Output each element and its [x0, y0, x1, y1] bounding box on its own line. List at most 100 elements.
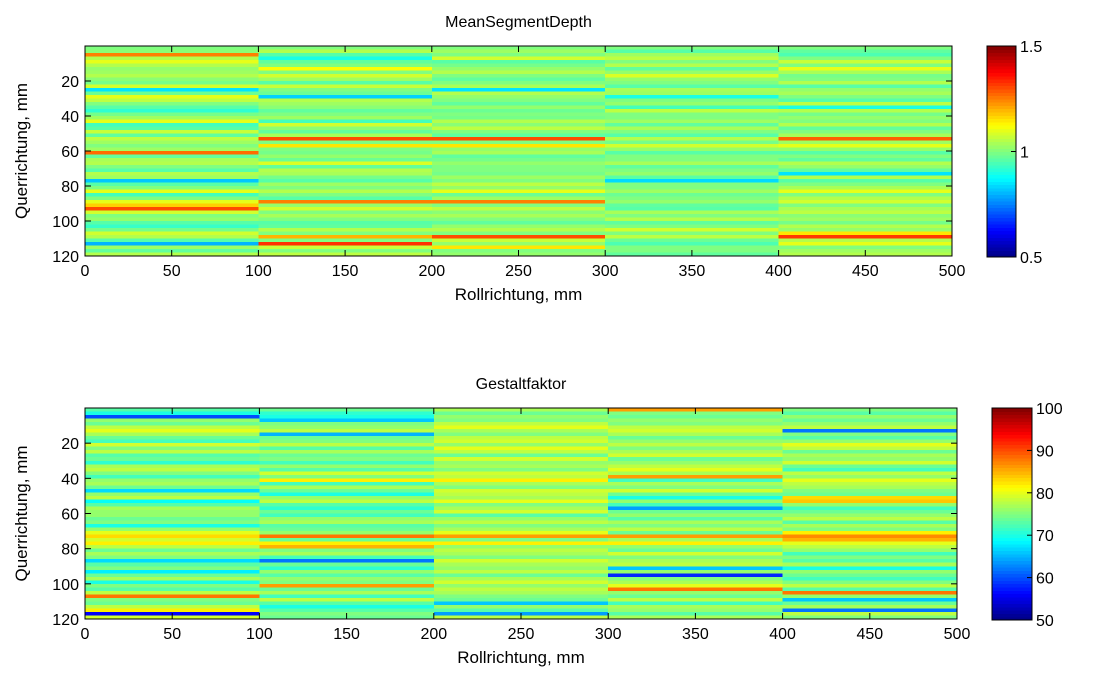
heatmap-cell	[259, 481, 435, 486]
x-tick-label: 500	[944, 626, 971, 643]
heatmap-cell	[605, 102, 780, 106]
colorbar-step	[992, 500, 1032, 505]
heatmap-cell	[258, 137, 433, 141]
heatmap-cell	[433, 604, 609, 609]
heatmap-cell	[85, 432, 260, 437]
heatmap-cell	[258, 133, 433, 138]
y-tick-label: 40	[61, 109, 79, 126]
heatmap-cell	[431, 238, 606, 243]
colorbar-step	[992, 593, 1032, 598]
heatmap-cell	[85, 165, 259, 169]
heatmap-cell	[778, 161, 953, 166]
heatmap-cell	[433, 418, 609, 423]
heatmap-cell	[433, 545, 609, 550]
colorbar-step	[992, 550, 1032, 555]
heatmap-cell	[605, 161, 780, 166]
colorbar-step	[987, 154, 1016, 159]
heatmap-cell	[85, 144, 259, 148]
heatmap-cell	[85, 238, 259, 243]
colorbar-step	[992, 610, 1032, 614]
heatmap-cell	[258, 231, 433, 236]
heatmap-cell	[433, 467, 609, 472]
heatmap-cell	[608, 439, 784, 444]
heatmap-cell	[85, 235, 259, 239]
heatmap-cell	[608, 555, 784, 560]
heatmap-cell	[782, 471, 958, 476]
colorbar-step	[992, 517, 1032, 522]
heatmap-cell	[782, 545, 958, 550]
heatmap-cell	[782, 566, 958, 571]
heatmap-cell	[259, 502, 435, 507]
heatmap-cell	[259, 566, 435, 571]
heatmap-cell	[258, 60, 433, 64]
colorbar-tick-label: 1	[1020, 145, 1029, 162]
heatmap-cell	[85, 502, 260, 507]
heatmap-cell	[608, 460, 784, 465]
heatmap-cell	[85, 429, 260, 434]
x-tick-label: 0	[81, 263, 90, 280]
heatmap-cell	[782, 415, 958, 420]
heatmap-cell	[85, 524, 260, 529]
heatmap-cell	[608, 488, 784, 493]
heatmap-cell	[431, 74, 606, 78]
heatmap-cell	[782, 492, 958, 497]
heatmap-cell	[608, 520, 784, 525]
y-tick-label: 40	[61, 471, 79, 488]
heatmap-cell	[259, 534, 435, 539]
heatmap-cell	[258, 67, 433, 71]
colorbar-step	[987, 177, 1016, 182]
colorbar	[991, 407, 1033, 621]
heatmap-cell	[608, 538, 784, 543]
colorbar-step	[987, 250, 1016, 255]
heatmap-cell	[433, 559, 609, 564]
heatmap-cell	[778, 172, 953, 176]
heatmap-cell	[259, 524, 435, 529]
heatmap-cell	[605, 105, 780, 110]
heatmap-cell	[259, 495, 435, 500]
colorbar-step	[987, 247, 1016, 252]
colorbar-step	[987, 85, 1016, 90]
colorbar-step	[992, 530, 1032, 535]
heatmap-cell	[608, 513, 784, 518]
colorbar-step	[987, 167, 1016, 172]
heatmap-cell	[608, 467, 784, 472]
heatmap-cell	[605, 168, 780, 173]
heatmap-cell	[431, 186, 606, 190]
heatmap-cell	[605, 235, 780, 239]
heatmap-cell	[778, 200, 953, 204]
heatmap-cell	[85, 147, 259, 152]
heatmap-cell	[608, 446, 784, 451]
heatmap-cell	[258, 88, 433, 92]
heatmap-cell	[605, 214, 780, 218]
heatmap-cell	[608, 425, 784, 430]
heatmap-cell	[85, 91, 259, 96]
heatmap-cell	[778, 81, 953, 85]
colorbar-step	[987, 144, 1016, 149]
colorbar-step	[987, 75, 1016, 80]
heatmap-cell	[431, 228, 606, 232]
heatmap-cell	[782, 464, 958, 469]
y-axis-label: Querrichtung, mm	[12, 445, 31, 581]
x-tick-label: 300	[595, 626, 622, 643]
colorbar-step	[992, 467, 1032, 472]
y-axis-label: Querrichtung, mm	[12, 83, 31, 219]
heatmap-cell	[433, 502, 609, 507]
heatmap-cell	[782, 467, 958, 472]
colorbar-step	[992, 417, 1032, 422]
heatmap-cell	[85, 53, 259, 57]
heatmap-cell	[778, 242, 953, 246]
heatmap-cell	[433, 552, 609, 557]
heatmap-cell	[778, 154, 953, 159]
heatmap-cell	[433, 436, 609, 441]
heatmap-cell	[782, 541, 958, 546]
heatmap-cell	[433, 495, 609, 500]
heatmap-cell	[778, 221, 953, 225]
heatmap-cell	[605, 53, 780, 57]
heatmap-cell	[431, 235, 606, 239]
colorbar-step	[992, 494, 1032, 499]
heatmap-cell	[608, 601, 784, 606]
heatmap-cell	[431, 158, 606, 162]
heatmap-cell	[605, 67, 780, 71]
heatmap-cell	[782, 552, 958, 557]
heatmap-cell	[608, 548, 784, 553]
